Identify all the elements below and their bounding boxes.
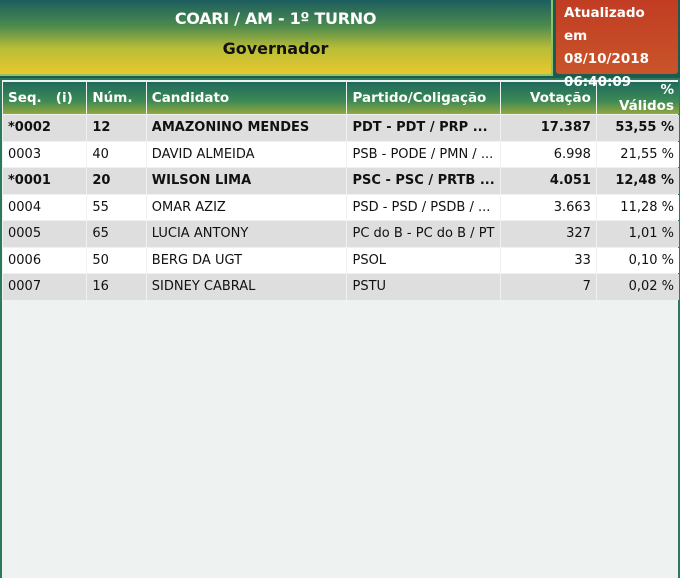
pct-cell: 0,10 % <box>596 247 679 273</box>
table-header: Seq. (i) Núm. Candidato Partido/Coligaçã… <box>3 82 679 114</box>
votes-cell: 17.387 <box>500 115 596 141</box>
number-cell: 40 <box>87 141 146 167</box>
seq-cell: 0004 <box>3 194 87 220</box>
seq-cell: 0007 <box>3 274 87 300</box>
candidate-cell: LUCIA ANTONY <box>146 221 347 247</box>
votes-cell: 327 <box>500 221 596 247</box>
pct-cell: 0,02 % <box>596 274 679 300</box>
update-time: 06:40:09 <box>564 74 632 90</box>
update-info: Atualizado em 08/10/2018 06:40:09 <box>556 0 678 90</box>
results-panel: Seq. (i) Núm. Candidato Partido/Coligaçã… <box>0 78 680 578</box>
candidate-cell: SIDNEY CABRAL <box>146 274 347 300</box>
pct-cell: 12,48 % <box>596 168 679 194</box>
table-row: 0007 16 SIDNEY CABRAL PSTU 7 0,02 % <box>3 274 679 300</box>
party-cell: PDT - PDT / PRP ... <box>347 115 500 141</box>
update-label: Atualizado em <box>564 5 645 44</box>
number-cell: 65 <box>87 221 146 247</box>
party-cell: PSD - PSD / PSDB / ... <box>347 194 500 220</box>
party-cell: PSB - PODE / PMN / ... <box>347 141 500 167</box>
candidate-cell: AMAZONINO MENDES <box>146 115 347 141</box>
col-pct[interactable]: % Válidos <box>596 82 679 114</box>
number-cell: 20 <box>87 168 146 194</box>
number-cell: 12 <box>87 115 146 141</box>
pct-cell: 11,28 % <box>596 194 679 220</box>
party-cell: PSOL <box>347 247 500 273</box>
votes-cell: 6.998 <box>500 141 596 167</box>
table-row: 0006 50 BERG DA UGT PSOL 33 0,10 % <box>3 247 679 273</box>
results-table: Seq. (i) Núm. Candidato Partido/Coligaçã… <box>2 81 680 301</box>
candidate-cell: BERG DA UGT <box>146 247 347 273</box>
table-row: *0002 12 AMAZONINO MENDES PDT - PDT / PRP .… <box>3 115 679 141</box>
candidate-cell: DAVID ALMEIDA <box>146 141 347 167</box>
party-cell: PSTU <box>347 274 500 300</box>
table-row: 0005 65 LUCIA ANTONY PC do B - PC do B / PT… <box>3 221 679 247</box>
votes-cell: 3.663 <box>500 194 596 220</box>
col-num[interactable]: Núm. <box>87 82 146 114</box>
seq-cell: 0005 <box>3 221 87 247</box>
number-cell: 16 <box>87 274 146 300</box>
candidate-cell: OMAR AZIZ <box>146 194 347 220</box>
party-cell: PSC - PSC / PRTB ... <box>347 168 500 194</box>
number-cell: 50 <box>87 247 146 273</box>
votes-cell: 7 <box>500 274 596 300</box>
table-row: 0004 55 OMAR AZIZ PSD - PSD / PSDB / ... 3.6… <box>3 194 679 220</box>
party-cell: PC do B - PC do B / PT <box>347 221 500 247</box>
page-title: COARI / AM - 1º TURNO <box>174 9 377 28</box>
table-row: *0001 20 WILSON LIMA PSC - PSC / PRTB ... 4.… <box>3 168 679 194</box>
col-candidate[interactable]: Candidato <box>146 82 347 114</box>
candidate-cell: WILSON LIMA <box>146 168 347 194</box>
col-party[interactable]: Partido/Coligação <box>347 82 500 114</box>
number-cell: 55 <box>87 194 146 220</box>
col-votes[interactable]: Votação <box>500 82 596 114</box>
pct-cell: 53,55 % <box>596 115 679 141</box>
table-row: 0003 40 DAVID ALMEIDA PSB - PODE / PMN / ..… <box>3 141 679 167</box>
seq-cell: 0006 <box>3 247 87 273</box>
pct-cell: 21,55 % <box>596 141 679 167</box>
seq-cell: 0003 <box>3 141 87 167</box>
seq-cell: *0001 <box>3 168 87 194</box>
col-seq[interactable]: Seq. (i) <box>3 82 87 114</box>
pct-cell: 1,01 % <box>596 221 679 247</box>
votes-cell: 33 <box>500 247 596 273</box>
update-date: 08/10/2018 <box>564 51 650 67</box>
seq-cell: *0002 <box>3 115 87 141</box>
title-banner: COARI / AM - 1º TURNO Governador <box>0 0 553 76</box>
office-subtitle: Governador <box>222 39 329 58</box>
votes-cell: 4.051 <box>500 168 596 194</box>
